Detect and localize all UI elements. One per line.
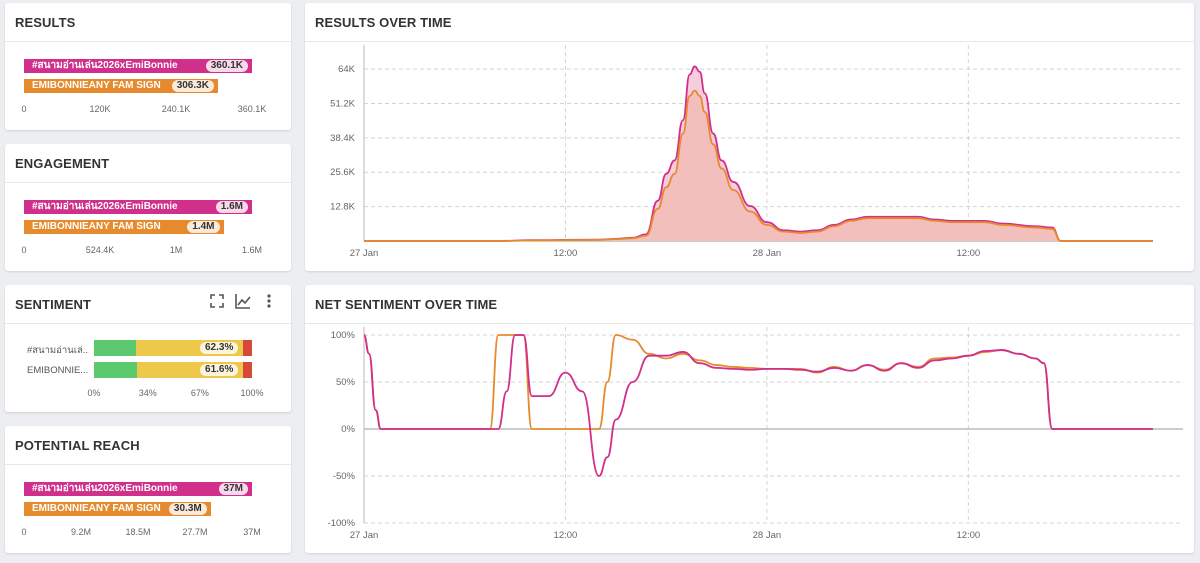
series-line [363,65,1153,242]
line-chart-icon[interactable] [235,293,251,309]
divider [5,323,291,324]
results-over-time-title: RESULTS OVER TIME [315,15,452,30]
bar-row[interactable]: #สนามอ่านเล่น2026xEmiBonnie 1.6M [24,200,252,214]
results-over-time-card: RESULTS OVER TIME 12.8K 25.6K 38.4K 51.2K 64… [305,3,1194,271]
x-tick-label: 27 Jan [350,530,379,541]
positive-segment [94,340,136,356]
axis-tick: 9.2M [70,527,92,537]
results-card: RESULTS #สนามอ่านเล่น2026xEmiBonnie 360.1… [5,3,291,130]
sentiment-bar[interactable]: 61.6% [94,362,252,378]
neutral-pill: 61.6% [200,364,239,376]
value-pill: 1.4M [187,221,220,233]
axis-tick: 0 [21,245,27,255]
y-tick-label: -50% [333,471,356,482]
y-tick-label: 38.4K [330,133,355,144]
sentiment-row-label: EMIBONNIE... [27,365,89,376]
divider [5,464,291,465]
axis-tick: 240.1K [161,104,191,114]
neutral-pill: 62.3% [200,342,239,354]
more-vertical-icon[interactable] [261,293,277,309]
axis-tick: 37M [243,527,261,537]
sentiment-bar[interactable]: 62.3% [94,340,252,356]
results-title: RESULTS [15,15,76,30]
y-tick-label: 50% [336,377,356,388]
reach-card: POTENTIAL REACH #สนามอ่านเล่น2026xEmiBon… [5,426,291,553]
reach-title: POTENTIAL REACH [15,438,140,453]
net-sentiment-title: NET SENTIMENT OVER TIME [315,297,498,312]
x-tick-label: 12:00 [554,530,578,541]
series-line [363,89,1153,242]
bar-fill [24,59,252,73]
axis-tick: 360.1K [237,104,267,114]
axis-tick: 18.5M [125,527,151,537]
engagement-title: ENGAGEMENT [15,156,110,171]
axis-tick: 67% [190,388,209,398]
y-tick-label: 25.6K [330,167,355,178]
bar-label: #สนามอ่านเล่น2026xEmiBonnie [32,60,178,71]
net-sentiment-card: NET SENTIMENT OVER TIME 100% 50% 0% -50% -10… [305,285,1194,553]
bar-fill [24,502,211,516]
y-tick-label: -100% [328,518,356,529]
value-pill: 360.1K [205,60,248,72]
positive-segment [94,362,138,378]
axis-tick: 0% [87,388,101,398]
axis-tick: 0 [21,527,27,537]
sentiment-title: SENTIMENT [15,297,92,312]
x-tick-label: 12:00 [956,530,980,541]
negative-segment [243,362,252,378]
net-sentiment-chart: 100% 50% 0% -50% -100%27 Jan 12:00 28 Jan 12:00 [328,327,1183,541]
value-pill: 30.3M [168,503,207,515]
y-tick-label: 12.8K [330,202,355,213]
bar-label: #สนามอ่านเล่น2026xEmiBonnie [32,483,178,494]
bar-label: EMIBONNIEANY FAM SIGN [32,221,161,232]
x-tick-label: 28 Jan [753,530,782,541]
y-tick-label: 0% [341,424,355,435]
bar-row[interactable]: #สนามอ่านเล่น2026xEmiBonnie 360.1K [24,59,252,73]
x-tick-label: 27 Jan [350,248,379,259]
sentiment-toolbar [209,293,277,309]
value-pill: 1.6M [215,201,248,213]
axis-tick: 0 [21,104,27,114]
bar-label: #สนามอ่านเล่น2026xEmiBonnie [32,201,178,212]
divider [305,41,1194,42]
y-tick-label: 64K [338,64,356,75]
bar-fill [24,482,252,496]
bar-fill [24,79,218,93]
divider [5,182,291,183]
axis-tick: 27.7M [182,527,208,537]
bar-label: EMIBONNIEANY FAM SIGN [32,80,161,91]
bar-fill [24,200,252,214]
divider [305,323,1194,324]
bar-row[interactable]: EMIBONNIEANY FAM SIGN 306.3K [24,79,252,93]
bar-row[interactable]: #สนามอ่านเล่น2026xEmiBonnie 37M [24,482,252,496]
x-tick-label: 28 Jan [753,248,782,259]
value-pill: 37M [218,483,248,495]
axis-tick: 34% [138,388,157,398]
axis-tick: 1.6M [241,245,263,255]
bar-fill [24,220,224,234]
axis-tick: 100% [240,388,264,398]
negative-segment [243,340,252,356]
results-over-time-chart: 12.8K 25.6K 38.4K 51.2K 64K 27 Jan 12:00 28 Jan… [330,45,1183,259]
y-tick-label: 100% [331,330,356,341]
expand-icon[interactable] [209,293,225,309]
bar-row[interactable]: EMIBONNIEANY FAM SIGN 30.3M [24,502,252,516]
value-pill: 306.3K [171,80,214,92]
sentiment-row-label: #สนามอ่านเล่... [27,345,89,356]
divider [5,41,291,42]
bar-label: EMIBONNIEANY FAM SIGN [32,503,161,514]
x-tick-label: 12:00 [554,248,578,259]
sentiment-card: SENTIMENT #สนามอ่านเล่... 62.3% EMIBONNIE.… [5,285,291,412]
axis-tick: 1M [169,245,183,255]
series-line [363,334,1153,477]
axis-tick: 120K [89,104,111,114]
y-tick-label: 51.2K [330,98,355,109]
engagement-card: ENGAGEMENT #สนามอ่านเล่น2026xEmiBonnie 1.… [5,144,291,271]
bar-row[interactable]: EMIBONNIEANY FAM SIGN 1.4M [24,220,252,234]
axis-tick: 524.4K [85,245,115,255]
x-tick-label: 12:00 [956,248,980,259]
